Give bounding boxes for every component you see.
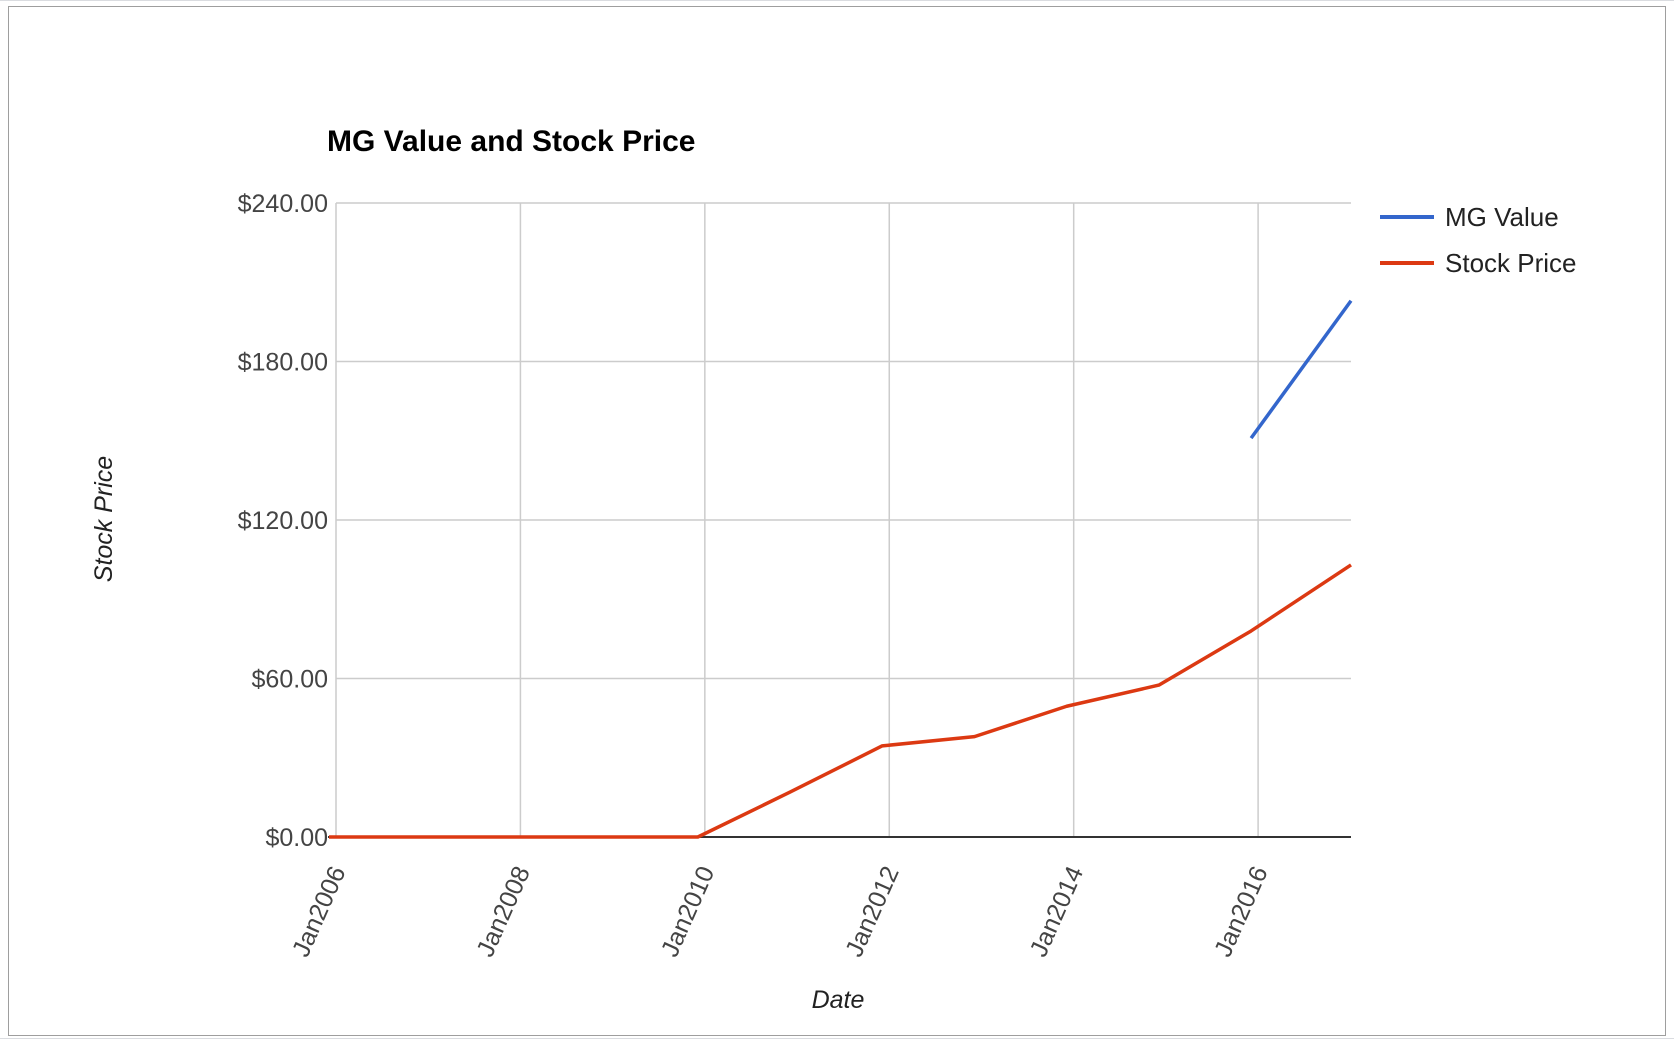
legend-label[interactable]: MG Value bbox=[1445, 202, 1559, 232]
x-tick-label: Jan2012 bbox=[840, 862, 905, 961]
x-tick-label: Jan2016 bbox=[1209, 862, 1274, 961]
grid bbox=[335, 202, 1351, 837]
chart-container[interactable] bbox=[8, 6, 1666, 1036]
x-tick-label: Jan2008 bbox=[471, 862, 536, 961]
x-tick-label: Jan2010 bbox=[656, 862, 721, 961]
y-axis-title: Stock Price bbox=[90, 456, 118, 582]
chart-title: MG Value and Stock Price bbox=[327, 125, 695, 158]
x-axis-title: Date bbox=[812, 986, 865, 1014]
legend[interactable]: MG Value Stock Price bbox=[1380, 202, 1577, 278]
y-tick-label: $180.00 bbox=[238, 349, 328, 377]
series-lines bbox=[329, 299, 1353, 839]
y-tick-label: $60.00 bbox=[252, 666, 328, 694]
y-tick-label: $120.00 bbox=[238, 507, 328, 535]
series-line-stock-price[interactable] bbox=[329, 563, 1352, 839]
y-axis-ticks: $0.00 $60.00 $120.00 $180.00 $240.00 bbox=[238, 190, 328, 852]
x-axis-ticks: Jan2006 Jan2008 Jan2010 Jan2012 Jan2014 Jan20… bbox=[287, 862, 1274, 961]
sheet-gridline bbox=[0, 1038, 1674, 1039]
sheet-gridline bbox=[0, 0, 1674, 1]
y-tick-label: $0.00 bbox=[265, 824, 328, 852]
x-tick-label: Jan2014 bbox=[1025, 862, 1090, 961]
y-tick-label: $240.00 bbox=[238, 190, 328, 218]
legend-label[interactable]: Stock Price bbox=[1445, 248, 1577, 278]
series-line-mg-value[interactable] bbox=[1249, 299, 1353, 440]
x-tick-label: Jan2006 bbox=[287, 862, 352, 961]
